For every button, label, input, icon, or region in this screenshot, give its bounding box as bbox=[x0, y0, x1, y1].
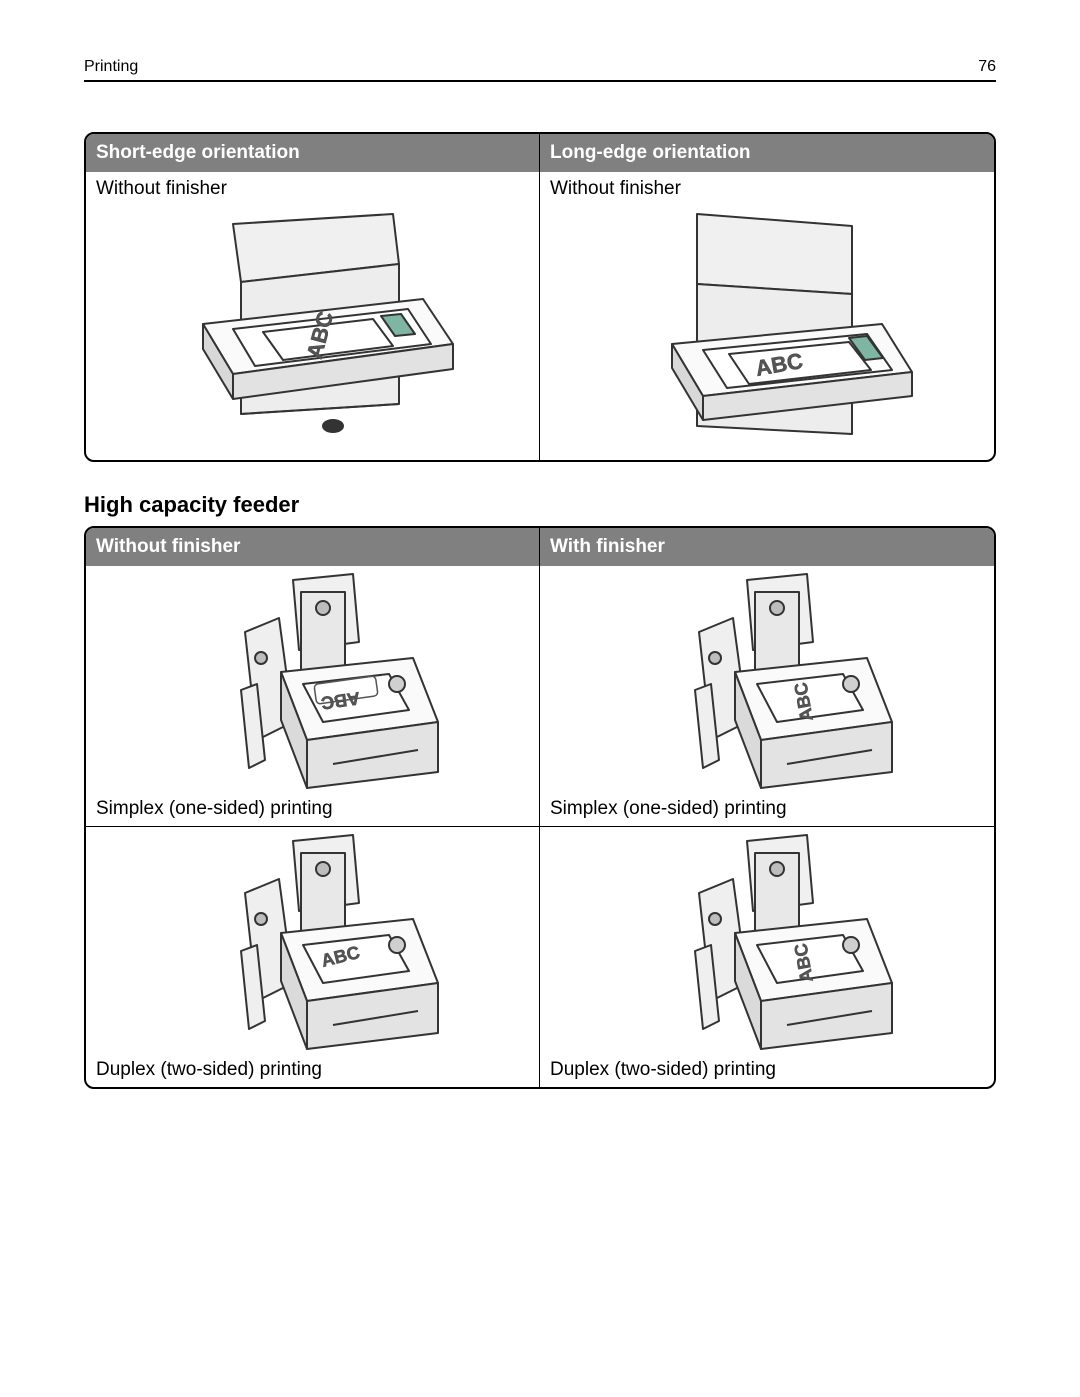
section-title: Printing bbox=[84, 58, 138, 76]
tray-illustration-short-edge: ABC bbox=[163, 204, 463, 444]
hcf-illustration: ABC bbox=[637, 572, 897, 792]
caption-without-finisher: Without finisher bbox=[96, 178, 227, 200]
caption-simplex: Simplex (one-sided) printing bbox=[96, 798, 333, 820]
col-header-short-edge: Short-edge orientation bbox=[86, 134, 540, 172]
tray-illustration-long-edge: ABC bbox=[617, 204, 917, 454]
hcf-illustration: ABC bbox=[183, 572, 443, 792]
cell-duplex-with: ABC Duplex (two-sided) printing bbox=[540, 826, 994, 1087]
hcf-table: Without finisher With finisher bbox=[84, 526, 996, 1089]
col-header-without-finisher: Without finisher bbox=[86, 528, 540, 566]
hcf-illustration: ABC bbox=[183, 833, 443, 1053]
caption-without-finisher: Without finisher bbox=[550, 178, 681, 200]
cell-short-edge: Without finisher bbox=[86, 172, 540, 460]
caption-duplex: Duplex (two-sided) printing bbox=[96, 1059, 322, 1081]
running-header: Printing 76 bbox=[84, 58, 996, 82]
cell-simplex-without: ABC Simplex (one-sided) printing bbox=[86, 566, 540, 826]
col-header-long-edge: Long-edge orientation bbox=[540, 134, 994, 172]
col-header-with-finisher: With finisher bbox=[540, 528, 994, 566]
cell-duplex-without: ABC Duplex (two-sided) printing bbox=[86, 826, 540, 1087]
orientation-table: Short-edge orientation Long-edge orienta… bbox=[84, 132, 996, 462]
section-heading-hcf: High capacity feeder bbox=[84, 492, 996, 518]
cell-long-edge: Without finisher bbox=[540, 172, 994, 460]
hcf-illustration: ABC bbox=[637, 833, 897, 1053]
cell-simplex-with: ABC Simplex (one-sided) printing bbox=[540, 566, 994, 826]
caption-simplex: Simplex (one-sided) printing bbox=[550, 798, 787, 820]
caption-duplex: Duplex (two-sided) printing bbox=[550, 1059, 776, 1081]
page-number: 76 bbox=[978, 58, 996, 76]
